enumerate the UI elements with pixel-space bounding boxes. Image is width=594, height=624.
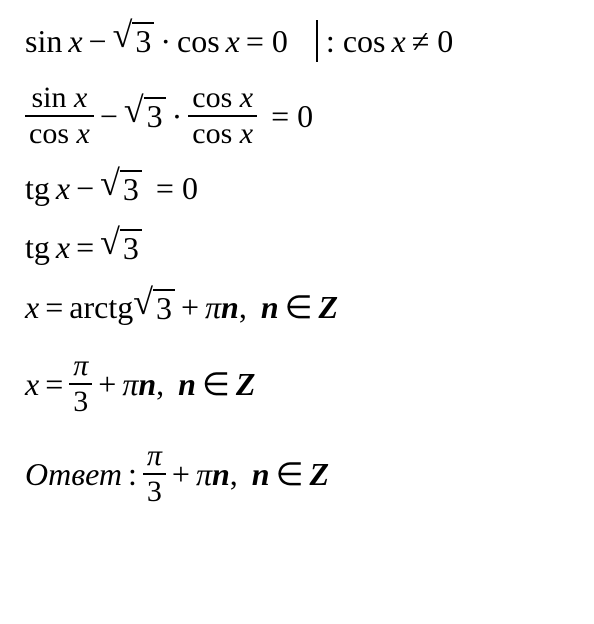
n: n xyxy=(212,456,230,493)
plus: + xyxy=(172,456,190,493)
var-x: x xyxy=(68,23,82,60)
colon: : xyxy=(128,456,137,493)
plus: + xyxy=(181,289,199,326)
equation-line-6: x = π 3 + π n , n ∈ Z xyxy=(25,348,569,420)
equation-line-5: x = arctg √ 3 + π n , n ∈ Z xyxy=(25,288,569,326)
set-Z: Z xyxy=(236,366,256,403)
sqrt-3: √ 3 xyxy=(113,22,155,59)
fraction-pi-3: π 3 xyxy=(143,441,166,507)
fraction-pi-3: π 3 xyxy=(69,351,92,417)
fraction-2: cos x cos x xyxy=(188,83,257,149)
var-x: x xyxy=(25,289,39,326)
answer-label: Ответ xyxy=(25,456,122,493)
n-var: n xyxy=(261,289,279,326)
in-symbol: ∈ xyxy=(202,365,230,403)
n: n xyxy=(138,366,156,403)
comma: , xyxy=(239,289,247,326)
tg-text: tg xyxy=(25,170,50,207)
tg-text: tg xyxy=(25,229,50,266)
pi: π xyxy=(205,289,221,326)
eq: = xyxy=(45,366,63,403)
minus: − xyxy=(100,98,118,135)
equation-line-1: sin x − √ 3 · cos x = 0 : cos x ≠ 0 xyxy=(25,20,569,62)
n-var: n xyxy=(252,456,270,493)
eq-zero: = 0 xyxy=(246,23,288,60)
n: n xyxy=(221,289,239,326)
comma: , xyxy=(230,456,238,493)
in-symbol: ∈ xyxy=(276,455,304,493)
arctg-text: arctg xyxy=(69,289,133,326)
minus: − xyxy=(76,170,94,207)
n-var: n xyxy=(178,366,196,403)
sqrt-3: √ 3 xyxy=(100,229,142,266)
sin-text: sin xyxy=(25,23,62,60)
divide-cos: : cos xyxy=(326,23,386,60)
eq: = xyxy=(76,229,94,266)
dot: · xyxy=(172,98,183,135)
equation-line-3: tg x − √ 3 = 0 xyxy=(25,170,569,207)
fraction-1: sin x cos x xyxy=(25,83,94,149)
dot: · xyxy=(160,23,171,60)
set-Z: Z xyxy=(309,456,329,493)
comma: , xyxy=(156,366,164,403)
set-Z: Z xyxy=(319,289,339,326)
eq: = xyxy=(45,289,63,326)
equation-line-2: sin x cos x − √ 3 · cos x cos x = 0 xyxy=(25,80,569,152)
sqrt-3: √ 3 xyxy=(100,170,142,207)
var-x: x xyxy=(391,23,405,60)
cos-text: cos xyxy=(177,23,220,60)
var-x: x xyxy=(56,170,70,207)
divider-line xyxy=(316,20,318,62)
pi: π xyxy=(122,366,138,403)
equation-line-4: tg x = √ 3 xyxy=(25,229,569,266)
plus: + xyxy=(98,366,116,403)
sqrt-3: √ 3 xyxy=(133,289,175,326)
eq-zero: = 0 xyxy=(271,98,313,135)
sqrt-3: √ 3 xyxy=(124,97,166,134)
minus: − xyxy=(89,23,107,60)
var-x: x xyxy=(25,366,39,403)
answer-line: Ответ : π 3 + π n , n ∈ Z xyxy=(25,438,569,510)
var-x: x xyxy=(226,23,240,60)
var-x: x xyxy=(56,229,70,266)
in-symbol: ∈ xyxy=(285,288,313,326)
pi: π xyxy=(196,456,212,493)
not-eq-zero: ≠ 0 xyxy=(412,23,454,60)
eq-zero: = 0 xyxy=(156,170,198,207)
